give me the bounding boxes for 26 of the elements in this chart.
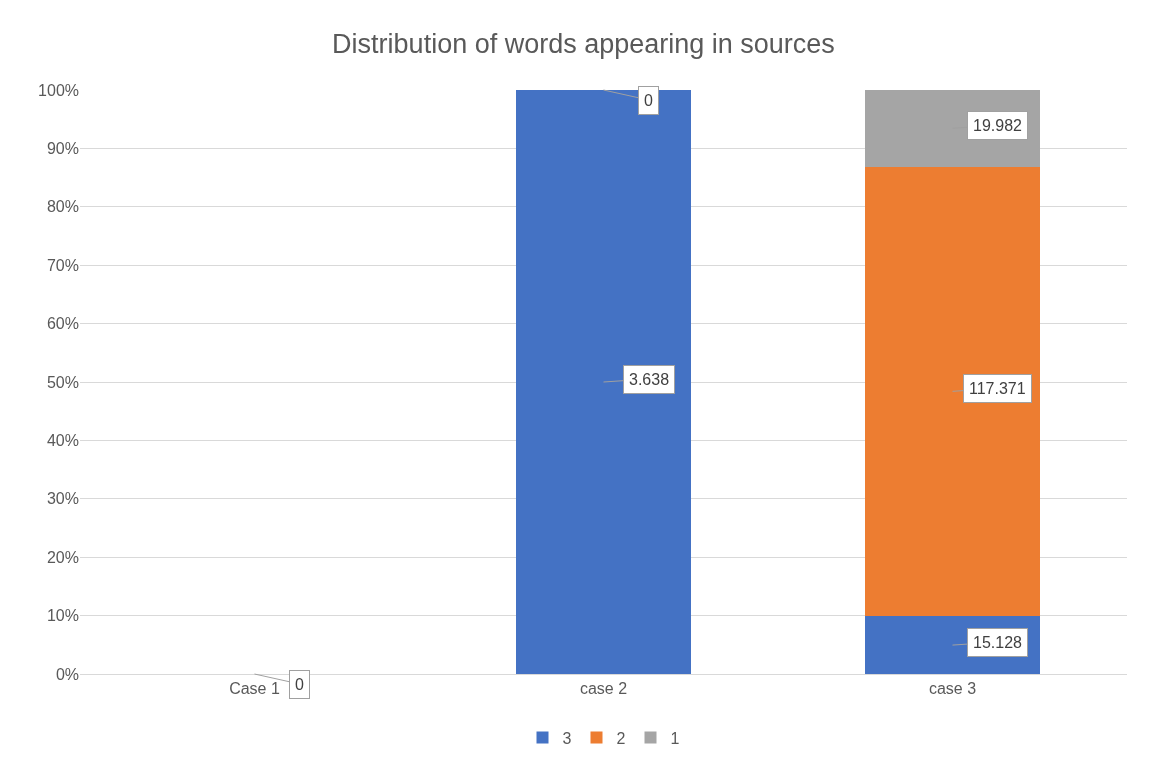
annotation: 117.371 — [969, 380, 1026, 397]
y-tick-label: 80% — [46, 198, 79, 216]
legend-label: 3 — [562, 729, 572, 747]
legend-label: 1 — [670, 729, 680, 747]
annotation: 15.128 — [973, 634, 1023, 651]
y-tick-label: 50% — [46, 373, 79, 391]
annotation: 3.638 — [629, 371, 670, 388]
bar — [865, 166, 1040, 617]
y-tick-label: 90% — [46, 140, 79, 157]
annotation: 0 — [644, 92, 653, 109]
y-tick-label: 60% — [46, 315, 79, 333]
legend-label: 2 — [616, 729, 626, 747]
bar — [516, 90, 691, 674]
y-tick-label: 30% — [46, 490, 79, 508]
y-tick-label: 0% — [55, 665, 79, 683]
y-tick-label: 20% — [46, 548, 79, 566]
y-tick-label: 10% — [46, 607, 79, 625]
chart-title: Distribution of words appearing in sources — [332, 29, 835, 60]
x-tick-label: case 3 — [928, 680, 977, 698]
annotation: 0 — [295, 676, 304, 693]
y-tick-label: 40% — [46, 432, 79, 449]
x-tick-label: Case 1 — [229, 680, 280, 698]
annotation: 19.982 — [973, 117, 1023, 134]
y-tick-label: 100% — [38, 81, 79, 99]
y-tick-label: 70% — [46, 256, 79, 274]
x-tick-label: case 2 — [579, 680, 628, 698]
